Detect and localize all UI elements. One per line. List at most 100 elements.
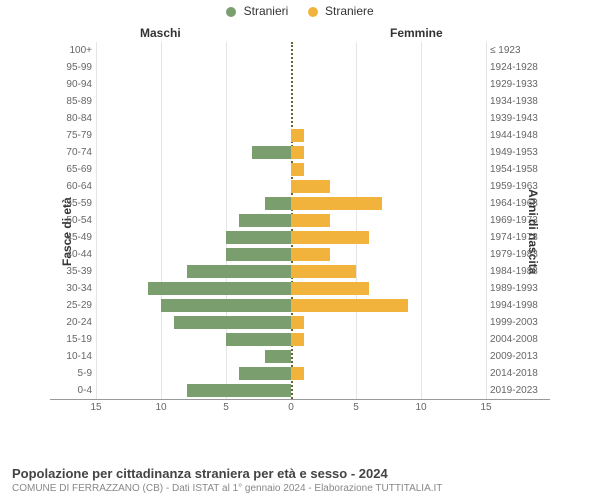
x-tick: 0 [288,402,294,413]
bar-male [239,214,291,227]
chart-subtitle: COMUNE DI FERRAZZANO (CB) - Dati ISTAT a… [12,483,442,494]
bar-female [291,367,304,380]
bar-male [174,316,291,329]
pyramid-row: 90-941929-1933 [50,76,550,93]
x-tick: 10 [415,402,426,413]
x-axis: 15 10 5 0 5 10 15 [50,399,550,420]
pyramid-row: 0-4 2019-2023 [50,382,550,399]
header-female: Femmine [390,26,443,40]
x-tick: 5 [353,402,359,413]
swatch-male [226,7,236,17]
birth-label: 1939-1943 [488,110,550,127]
x-tick: 10 [155,402,166,413]
pyramid-row: 5-9 2014-2018 [50,365,550,382]
bar-male [252,146,291,159]
pyramid-row: 80-84 1939-1943 [50,110,550,127]
bar-female [291,180,330,193]
age-label: 60-64 [50,178,94,195]
pyramid-row: 70-741949-1953 [50,144,550,161]
age-label: 55-59 [50,195,94,212]
birth-label: 1989-1993 [488,280,550,297]
age-label: 50-54 [50,212,94,229]
age-label: 15-19 [50,331,94,348]
legend-female: Straniere [308,4,374,18]
age-label: 75-79 [50,127,94,144]
footer: Popolazione per cittadinanza straniera p… [12,466,442,494]
bar-male [148,282,291,295]
chart-title: Popolazione per cittadinanza straniera p… [12,466,442,481]
birth-label: 2014-2018 [488,365,550,382]
bar-female [291,146,304,159]
birth-label: 1994-1998 [488,297,550,314]
birth-label: 1929-1933 [488,76,550,93]
birth-label: 1999-2003 [488,314,550,331]
age-label: 40-44 [50,246,94,263]
birth-label: 1979-1983 [488,246,550,263]
pyramid-row: 85-89 1934-1938 [50,93,550,110]
age-label: 95-99 [50,59,94,76]
bar-female [291,299,408,312]
bar-male [226,248,291,261]
age-label: 85-89 [50,93,94,110]
age-label: 100+ [50,42,94,59]
bar-male [265,350,291,363]
bar-male [265,197,291,210]
birth-label: 1924-1928 [488,59,550,76]
bar-female [291,248,330,261]
birth-label: 1934-1938 [488,93,550,110]
age-label: 0-4 [50,382,94,399]
birth-label: 2004-2008 [488,331,550,348]
bar-female [291,265,356,278]
pyramid-row: 60-64 1959-1963 [50,178,550,195]
bar-male [187,384,291,397]
bar-female [291,129,304,142]
pyramid-row: 45-49 1974-1978 [50,229,550,246]
pyramid-row: 15-19 2004-2008 [50,331,550,348]
age-label: 25-29 [50,297,94,314]
legend-male-label: Stranieri [244,4,289,18]
bar-female [291,197,382,210]
x-tick: 15 [480,402,491,413]
birth-label: 1974-1978 [488,229,550,246]
age-label: 5-9 [50,365,94,382]
age-label: 65-69 [50,161,94,178]
bar-male [187,265,291,278]
legend-male: Stranieri [226,4,288,18]
birth-label: 1984-1988 [488,263,550,280]
birth-label: 2019-2023 [488,382,550,399]
pyramid-row: 50-541969-1973 [50,212,550,229]
age-label: 80-84 [50,110,94,127]
bar-male [161,299,291,312]
header-male: Maschi [140,26,181,40]
birth-label: 1954-1958 [488,161,550,178]
pyramid-row: 75-791944-1948 [50,127,550,144]
x-tick: 15 [90,402,101,413]
pyramid-row: 55-591964-1968 [50,195,550,212]
birth-label: 2009-2013 [488,348,550,365]
bar-male [226,231,291,244]
age-label: 10-14 [50,348,94,365]
swatch-female [308,7,318,17]
pyramid-row: 30-34 1989-1993 [50,280,550,297]
bar-female [291,163,304,176]
bar-female [291,231,369,244]
bar-female [291,333,304,346]
bar-female [291,282,369,295]
age-label: 35-39 [50,263,94,280]
pyramid-chart: Fasce di età Anni di nascita 15105051015… [50,42,550,422]
birth-label: ≤ 1923 [488,42,550,59]
birth-label: 1959-1963 [488,178,550,195]
legend: Stranieri Straniere [0,4,600,18]
bar-female [291,214,330,227]
x-tick: 5 [223,402,229,413]
pyramid-row: 10-14 2009-2013 [50,348,550,365]
pyramid-row: 40-44 1979-1983 [50,246,550,263]
age-label: 45-49 [50,229,94,246]
birth-label: 1949-1953 [488,144,550,161]
bar-male [239,367,291,380]
age-label: 30-34 [50,280,94,297]
pyramid-row: 20-241999-2003 [50,314,550,331]
pyramid-row: 95-99 1924-1928 [50,59,550,76]
pyramid-row: 25-29 1994-1998 [50,297,550,314]
pyramid-row: 35-39 1984-1988 [50,263,550,280]
